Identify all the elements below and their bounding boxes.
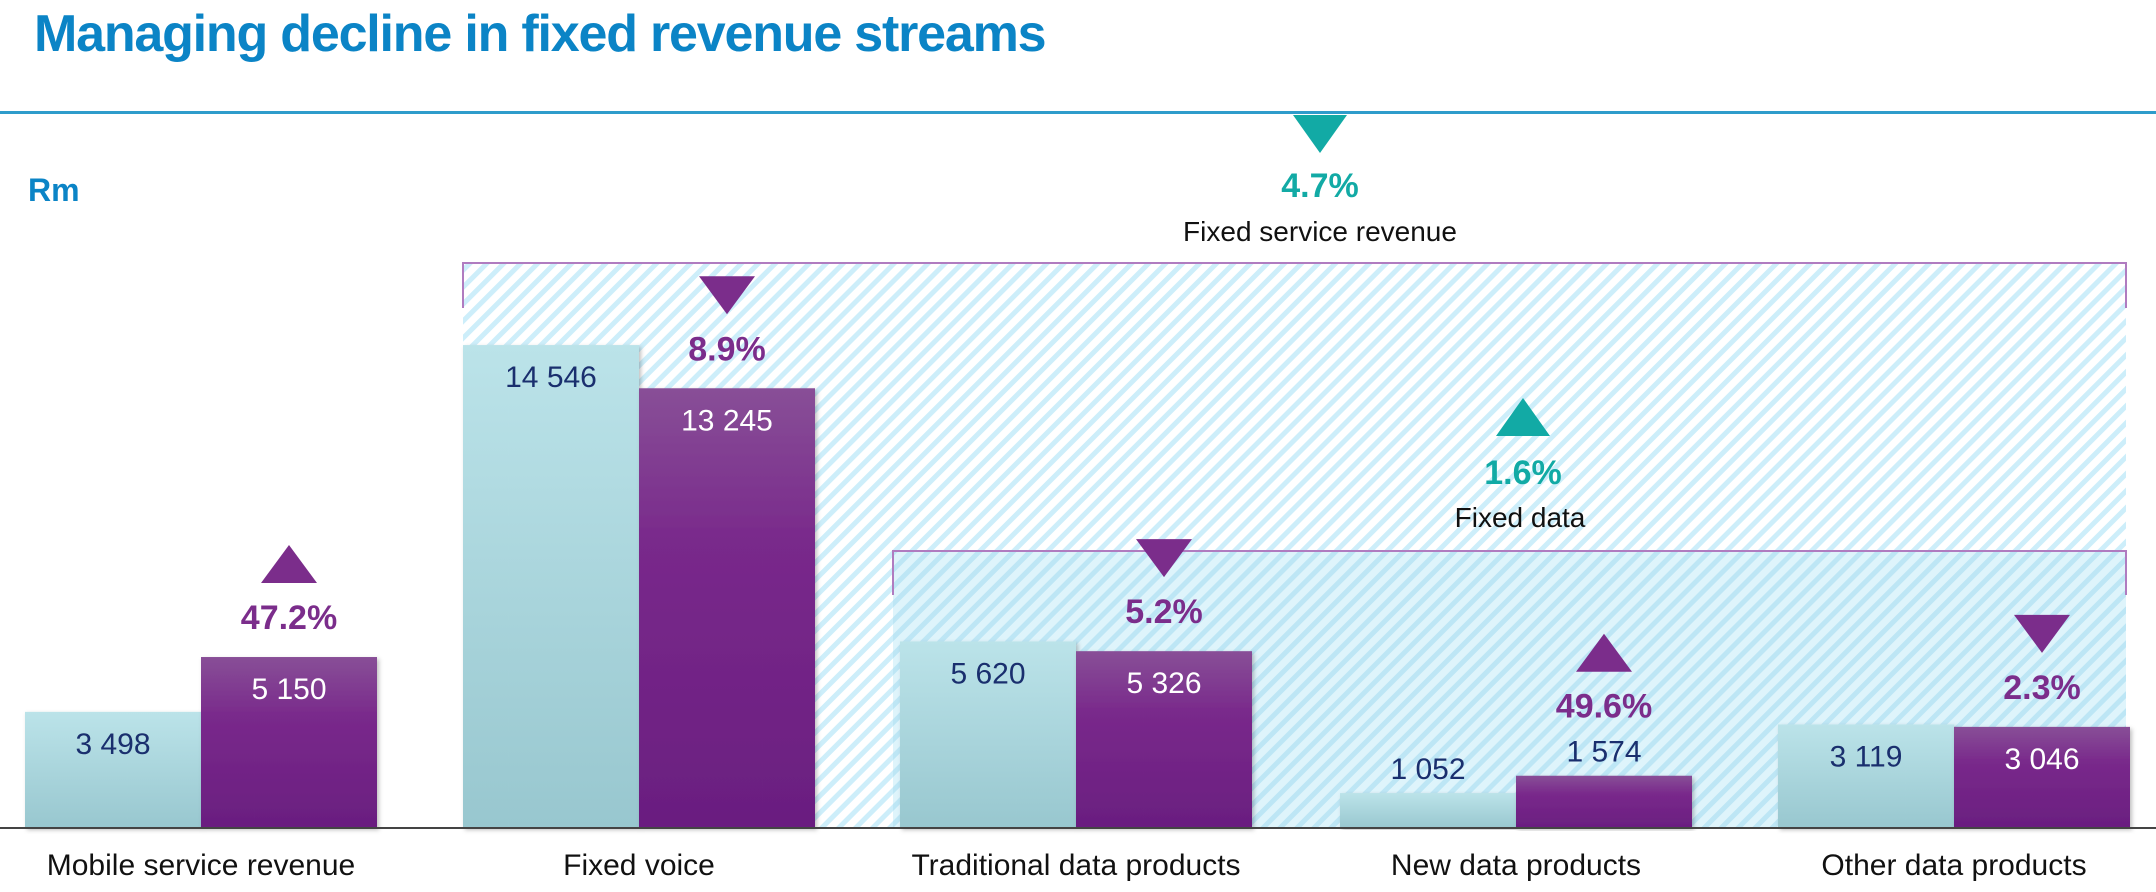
category-label-other-data-products: Other data products bbox=[1821, 849, 2086, 882]
bar-series: 3 498 5 150 14 546 13 245 5 620 5 326 1 052 1 5… bbox=[25, 345, 2130, 828]
bar-prior-traditional-data-products bbox=[900, 641, 1076, 828]
category-axis-labels: Mobile service revenue Fixed voice Traditi… bbox=[47, 849, 2087, 882]
group-change-label: 4.7% bbox=[1281, 167, 1359, 205]
bar-prior-mobile-service-revenue bbox=[25, 711, 201, 828]
down-triangle-icon bbox=[2014, 614, 2070, 653]
bar-prior-other-data-products bbox=[1778, 724, 1954, 828]
group-name-label: Fixed service revenue bbox=[1183, 216, 1457, 247]
up-triangle-icon bbox=[261, 545, 317, 584]
bar-value-label: 5 620 bbox=[950, 657, 1025, 690]
category-label-traditional-data-products: Traditional data products bbox=[911, 849, 1240, 882]
bar-prior-fixed-voice bbox=[463, 345, 639, 828]
bar-value-label: 14 546 bbox=[505, 361, 597, 394]
up-triangle-icon bbox=[1576, 633, 1632, 672]
bar-current-fixed-voice bbox=[639, 388, 815, 828]
group-change-fixed-data: 1.6% Fixed data bbox=[1455, 398, 1586, 533]
category-label-new-data-products: New data products bbox=[1391, 849, 1641, 882]
fixed-data-bracket bbox=[892, 550, 2127, 595]
bar-current-mobile-service-revenue bbox=[201, 657, 377, 828]
bar-value-label: 3 046 bbox=[2004, 743, 2079, 776]
bar-value-label: 13 245 bbox=[681, 404, 773, 437]
bar-prior-new-data-products bbox=[1340, 793, 1516, 828]
header-divider bbox=[0, 111, 2156, 114]
change-label-other-data-products: 2.3% bbox=[2003, 669, 2081, 707]
down-triangle-icon bbox=[1293, 115, 1347, 153]
bar-value-label: 5 150 bbox=[251, 673, 326, 706]
up-triangle-icon bbox=[1496, 398, 1550, 436]
change-label-fixed-voice: 8.9% bbox=[688, 330, 766, 368]
item-changes: 47.2% 8.9% 5.2% 49.6% 2.3% bbox=[241, 276, 2081, 726]
change-label-traditional-data-products: 5.2% bbox=[1125, 593, 1203, 631]
fixed-service-revenue-bracket bbox=[462, 262, 2127, 308]
bar-value-label: 3 498 bbox=[75, 728, 150, 761]
down-triangle-icon bbox=[699, 276, 755, 315]
page-title: Managing decline in fixed revenue stream… bbox=[34, 5, 1047, 63]
group-name-label: Fixed data bbox=[1455, 502, 1586, 533]
group-change-label: 1.6% bbox=[1484, 454, 1562, 492]
down-triangle-icon bbox=[1136, 539, 1192, 578]
bar-value-label: 1 574 bbox=[1566, 736, 1641, 769]
unit-label: Rm bbox=[28, 172, 80, 208]
category-label-fixed-voice: Fixed voice bbox=[563, 849, 715, 882]
group-change-fixed-service-revenue: 4.7% Fixed service revenue bbox=[1183, 115, 1457, 247]
bar-value-label: 5 326 bbox=[1126, 667, 1201, 700]
change-label-new-data-products: 49.6% bbox=[1556, 688, 1652, 726]
bar-current-traditional-data-products bbox=[1076, 651, 1252, 828]
bar-value-label: 3 119 bbox=[1830, 740, 1903, 773]
change-label-mobile-service-revenue: 47.2% bbox=[241, 599, 337, 637]
bar-value-label: 1 052 bbox=[1390, 753, 1465, 786]
bar-current-other-data-products bbox=[1954, 726, 2130, 828]
bar-current-new-data-products bbox=[1516, 775, 1692, 828]
category-label-mobile-service-revenue: Mobile service revenue bbox=[47, 849, 355, 882]
